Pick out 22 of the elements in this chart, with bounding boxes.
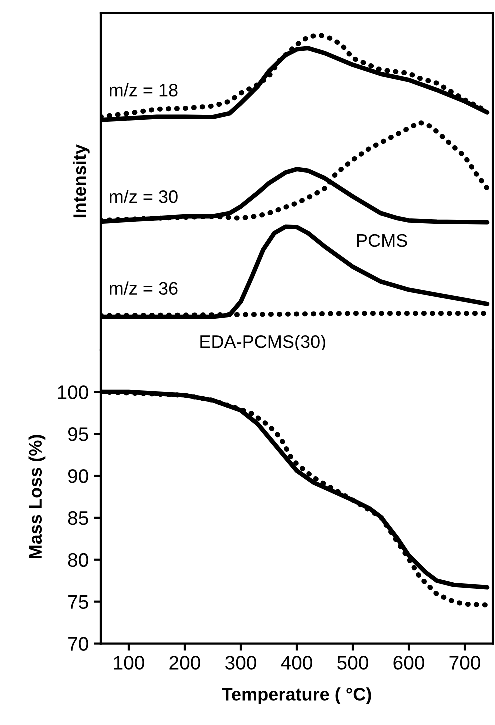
x-tick-label: 600 bbox=[394, 656, 424, 670]
y-axis-title: Intensity bbox=[73, 144, 90, 218]
y-tick-label: 70 bbox=[68, 637, 88, 652]
y-axis-title: Mass Loss (%) bbox=[28, 435, 46, 558]
x-tick-label: 700 bbox=[450, 656, 480, 670]
annotation: m/z = 18 bbox=[110, 84, 178, 97]
y-tick-label: 90 bbox=[68, 469, 88, 484]
x-axis-title: Temperature ( °C) bbox=[222, 688, 372, 704]
annotation: PCMS bbox=[357, 234, 408, 248]
annotation: EDA-PCMS(30) bbox=[200, 335, 326, 352]
annotation: m/z = 30 bbox=[110, 190, 178, 204]
y-tick-label: 75 bbox=[68, 596, 88, 610]
x-tick-label: 100 bbox=[114, 656, 144, 670]
x-tick-label: 300 bbox=[226, 656, 256, 670]
y-tick-label: 85 bbox=[68, 511, 88, 526]
y-tick-label: 95 bbox=[68, 428, 88, 442]
x-tick-label: 200 bbox=[170, 656, 200, 670]
y-tick-label: 80 bbox=[68, 553, 88, 568]
annotation: m/z = 36 bbox=[110, 282, 178, 296]
x-tick-label: 400 bbox=[281, 656, 312, 670]
y-tick-label: 100 bbox=[58, 386, 88, 400]
x-tick-label: 500 bbox=[338, 656, 368, 670]
